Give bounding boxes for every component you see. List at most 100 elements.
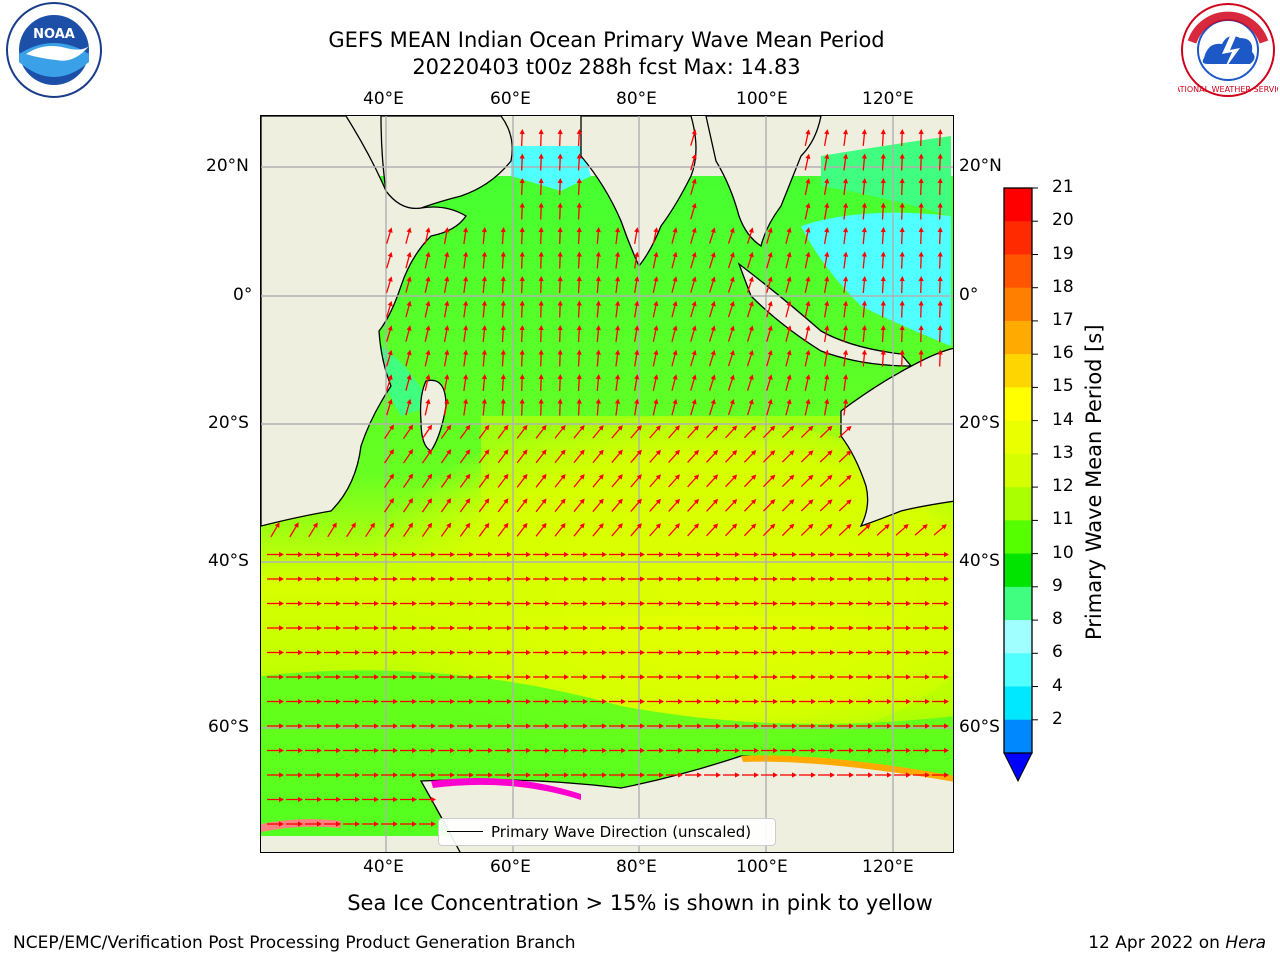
wave-arrow bbox=[595, 325, 601, 343]
colorbar-segment bbox=[1004, 719, 1032, 754]
wave-arrow bbox=[419, 723, 436, 729]
wave-arrow bbox=[838, 450, 852, 463]
wave-arrow bbox=[476, 625, 493, 631]
wave-arrow bbox=[421, 424, 433, 439]
wave-arrow bbox=[799, 576, 816, 582]
wave-arrow bbox=[899, 227, 905, 245]
wave-arrow bbox=[649, 449, 661, 463]
wave-arrow bbox=[761, 551, 778, 558]
wave-arrow bbox=[535, 473, 547, 488]
wave-arrow bbox=[609, 551, 626, 558]
wave-arrow bbox=[761, 625, 778, 631]
wave-arrow bbox=[343, 551, 360, 558]
wave-arrow bbox=[932, 772, 949, 778]
wave-arrow bbox=[780, 625, 797, 631]
wave-arrow bbox=[286, 698, 303, 705]
wave-arrow bbox=[516, 424, 528, 439]
wave-arrow bbox=[419, 649, 436, 656]
wave-arrow bbox=[781, 474, 795, 488]
wave-arrow bbox=[685, 649, 702, 656]
wave-arrow bbox=[595, 227, 601, 245]
wave-arrow bbox=[804, 374, 811, 391]
wave-arrow bbox=[438, 747, 455, 754]
wave-arrow bbox=[533, 674, 550, 680]
wave-arrow bbox=[671, 398, 678, 416]
wave-arrow bbox=[766, 398, 773, 416]
colorbar-tick-label: 16 bbox=[1052, 343, 1074, 364]
wave-arrow bbox=[628, 551, 645, 558]
wave-arrow bbox=[305, 625, 322, 631]
wave-arrow bbox=[861, 202, 867, 220]
wave-arrow bbox=[762, 474, 776, 488]
wave-arrow bbox=[554, 473, 566, 488]
wave-arrow bbox=[743, 523, 757, 537]
wave-arrow bbox=[671, 374, 678, 391]
wave-arrow bbox=[780, 723, 797, 729]
wave-arrow bbox=[725, 449, 738, 463]
wave-arrow bbox=[742, 674, 759, 680]
wave-arrow bbox=[837, 576, 854, 582]
wave-arrow bbox=[649, 498, 661, 512]
wave-arrow bbox=[913, 698, 930, 705]
wave-arrow bbox=[780, 576, 797, 582]
wave-arrow bbox=[723, 772, 740, 778]
colorbar-tick-label: 19 bbox=[1052, 243, 1074, 264]
wave-arrow bbox=[519, 349, 525, 367]
wave-arrow bbox=[937, 276, 943, 294]
wave-arrow bbox=[690, 300, 697, 318]
wave-arrow bbox=[462, 251, 469, 269]
wave-arrow bbox=[557, 178, 563, 196]
wave-arrow bbox=[305, 796, 322, 803]
wave-arrow bbox=[514, 649, 531, 656]
wave-arrow bbox=[457, 723, 474, 729]
wave-arrow bbox=[875, 600, 892, 607]
wave-arrow bbox=[628, 723, 645, 729]
wave-arrow bbox=[324, 747, 341, 754]
wave-arrow bbox=[818, 576, 835, 582]
wave-arrow bbox=[647, 698, 664, 705]
wave-arrow bbox=[533, 772, 550, 778]
wave-arrow bbox=[725, 474, 738, 488]
wave-arrow bbox=[557, 349, 563, 367]
wave-arrow bbox=[838, 499, 852, 512]
wave-arrow bbox=[918, 178, 924, 196]
wave-arrow bbox=[533, 723, 550, 729]
wave-arrow bbox=[443, 251, 450, 269]
wave-arrow bbox=[727, 349, 735, 367]
wave-arrow bbox=[386, 374, 393, 391]
wave-arrow bbox=[704, 723, 721, 729]
wave-arrow bbox=[894, 723, 911, 729]
wave-arrow bbox=[823, 325, 830, 342]
wave-arrow bbox=[590, 772, 607, 778]
wave-arrow bbox=[576, 251, 582, 269]
wave-arrow bbox=[785, 349, 792, 367]
wave-arrow bbox=[723, 551, 740, 558]
wave-arrow bbox=[590, 698, 607, 705]
wave-arrow bbox=[438, 551, 455, 558]
wave-arrow bbox=[573, 498, 585, 513]
wave-arrow bbox=[533, 625, 550, 631]
wave-arrow bbox=[628, 674, 645, 680]
wave-arrow bbox=[634, 349, 640, 367]
wave-arrow bbox=[609, 747, 626, 754]
wave-arrow bbox=[595, 374, 601, 392]
wave-arrow bbox=[576, 349, 582, 367]
wave-arrow bbox=[381, 821, 398, 827]
wave-arrow bbox=[857, 523, 871, 536]
wave-arrow bbox=[438, 576, 455, 582]
colorbar-tick-label: 15 bbox=[1052, 376, 1074, 397]
wave-arrow bbox=[381, 576, 398, 582]
wave-arrow bbox=[557, 202, 563, 220]
wave-arrow bbox=[538, 202, 544, 220]
wave-arrow bbox=[400, 551, 417, 558]
colorbar-tick-label: 18 bbox=[1052, 276, 1074, 297]
wave-arrow bbox=[647, 723, 664, 729]
wave-arrow bbox=[500, 300, 506, 318]
wave-arrow bbox=[671, 251, 678, 269]
wave-arrow bbox=[649, 474, 661, 488]
wave-arrow bbox=[652, 227, 659, 244]
wave-arrow bbox=[799, 625, 816, 631]
wave-arrow bbox=[894, 772, 911, 778]
wave-arrow bbox=[614, 374, 621, 392]
wave-arrow bbox=[630, 523, 642, 537]
